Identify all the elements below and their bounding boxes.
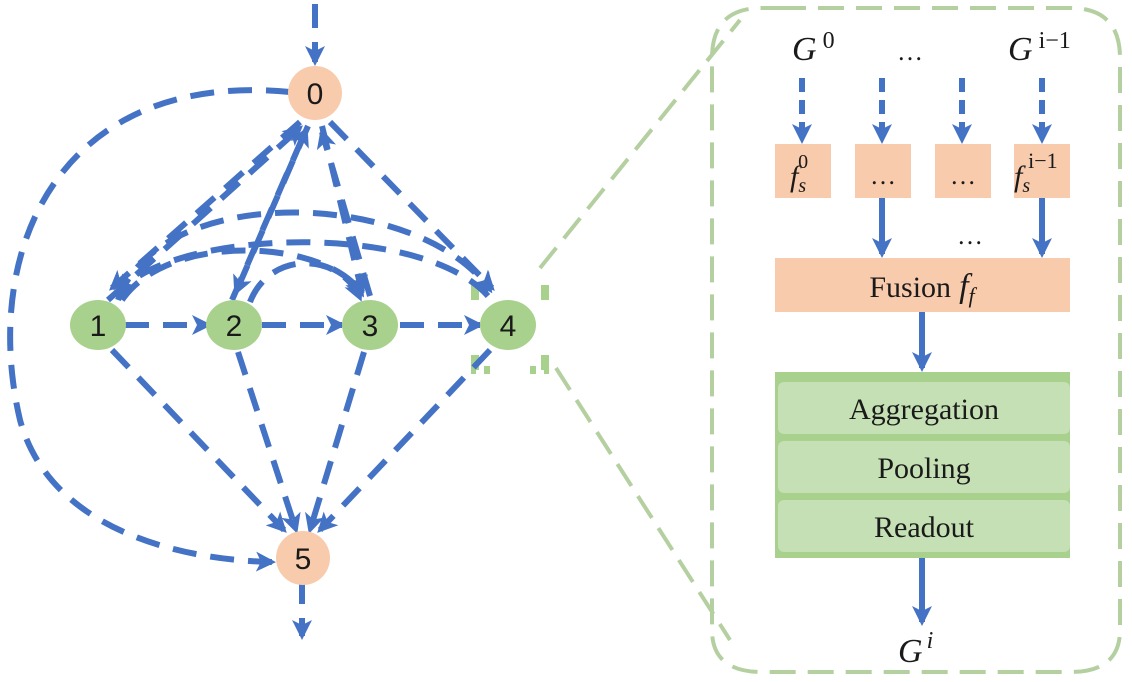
node-5[interactable]: 5 [276, 531, 330, 585]
edge-3-0 [316, 128, 373, 297]
zoom-line-top [538, 18, 742, 270]
edge-2-3-arc [247, 260, 363, 304]
edge-1-0 [105, 125, 303, 303]
zoom-frame [710, 6, 1122, 674]
edge-0-5 [7, 87, 291, 572]
input-arrows [792, 78, 1052, 144]
op-pooling: Pooling [877, 452, 970, 485]
selector-mid-1-label: … [870, 161, 896, 190]
input-ellipsis: … [897, 37, 923, 66]
op-readout: Readout [874, 511, 975, 544]
zoom-line-bottom [554, 366, 732, 642]
edge-1-3-arc [119, 247, 365, 302]
node-3-label: 3 [362, 310, 379, 343]
node-4-label: 4 [500, 310, 517, 343]
fusion-label: Fusion ff [869, 268, 977, 308]
node-4[interactable]: 4 [480, 300, 536, 350]
node-0-label: 0 [307, 78, 324, 111]
selector-arrows [872, 198, 1052, 258]
ops-stack: Aggregation Pooling Readout [775, 372, 1070, 558]
dag-edges [7, 4, 495, 640]
selector-boxes: fs0 … … fsi−1 [775, 144, 1070, 198]
selector-arrow-ellipsis: … [957, 221, 983, 250]
op-aggregation: Aggregation [849, 393, 999, 426]
selector-mid-1 [855, 144, 911, 198]
node-2[interactable]: 2 [206, 300, 262, 350]
fusion-box [775, 258, 1070, 312]
edge-2-0 [229, 126, 309, 302]
node-1[interactable]: 1 [70, 300, 126, 350]
edge-2-5 [235, 351, 301, 534]
edge-3-5 [305, 351, 367, 534]
op-pooling-box [778, 441, 1070, 493]
node-3[interactable]: 3 [342, 300, 398, 350]
node-1-label: 1 [90, 310, 107, 343]
selector-first-label: fs0 [790, 151, 808, 197]
edge-4-5 [317, 347, 493, 533]
op-readout-box [778, 500, 1070, 552]
node-5-label: 5 [295, 543, 312, 576]
selector-mid-2 [935, 144, 991, 198]
op-aggregation-box [778, 382, 1070, 434]
edge-1-5 [109, 347, 287, 533]
edge-1-4-arc [115, 209, 493, 301]
selector-mid-2-label: … [950, 161, 976, 190]
edge-4-1-arc [117, 239, 491, 299]
node-0[interactable]: 0 [288, 66, 342, 120]
dag-nodes: 0 1 2 3 4 5 [70, 66, 536, 585]
selector-last [1014, 144, 1070, 198]
selector-first [775, 144, 831, 198]
node-2-label: 2 [226, 310, 243, 343]
